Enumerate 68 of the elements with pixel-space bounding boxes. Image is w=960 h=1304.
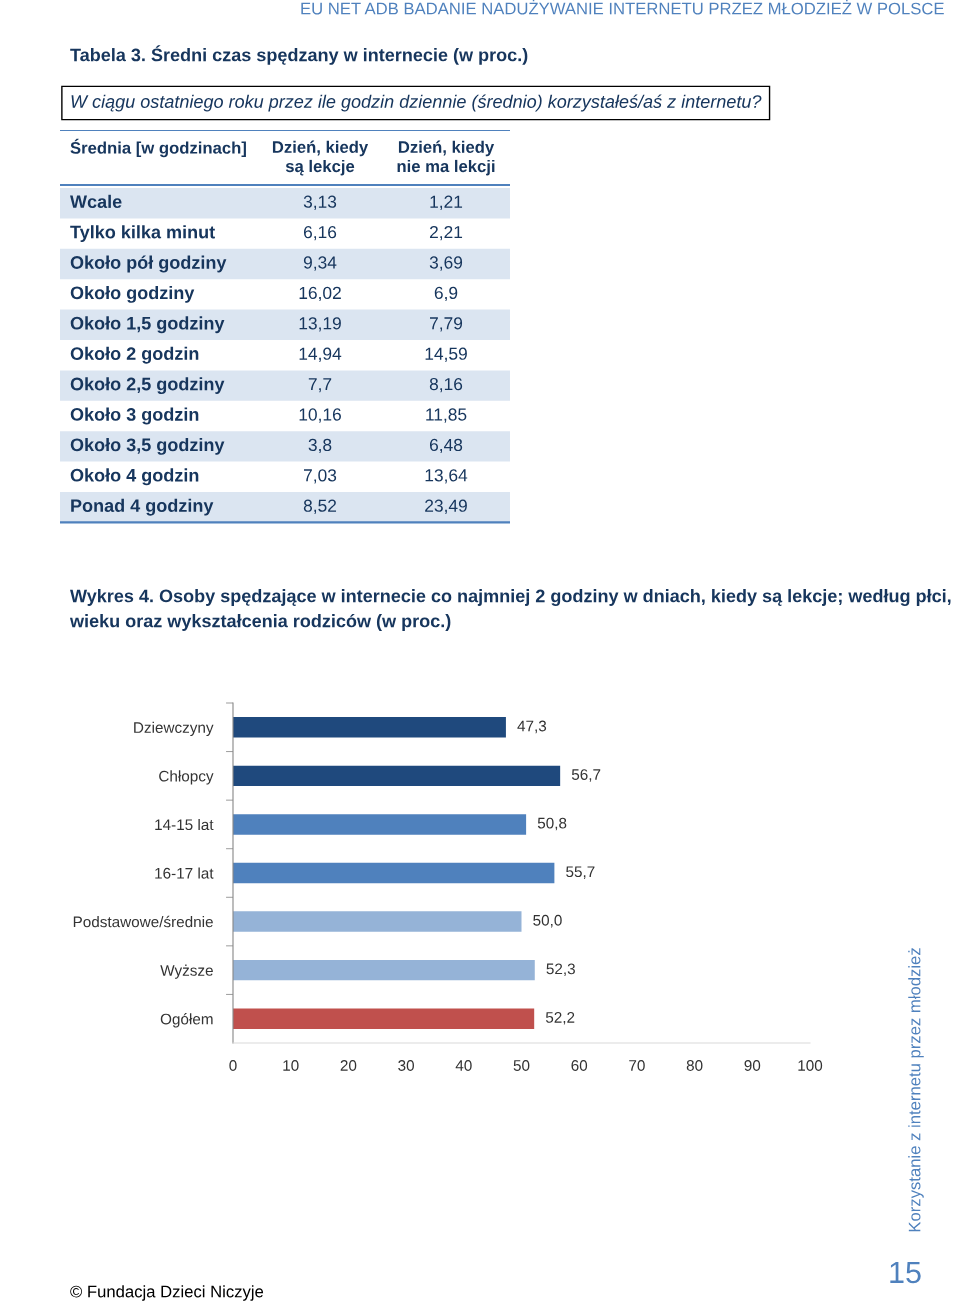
y-tick-label: 14-15 lat [155,818,214,831]
data-label: 50,8 [537,817,567,831]
data-label: 3,69 [429,256,463,271]
chart-title: Wykres 4. Osoby spędzające w internecie co najmniej 2 godziny w dniach, kiedy są lekcje; według płci, wieku oraz wykształcenia rodziców (w proc.) [69,589,951,631]
data-label: 52,2 [545,1012,575,1025]
data-label: 8,16 [429,377,463,393]
x-tick-label: 100 [798,1060,823,1071]
text: Korzystanie z internetu przez młodzież [908,948,924,1232]
category-label: Około 2 godzin [70,346,199,364]
data-label: 7,03 [304,469,337,484]
data-label: 1,21 [430,195,463,210]
y-tick-label: Ogółem [160,1013,213,1028]
data-label: 11,85 [426,408,467,423]
x-tick-label: 30 [398,1060,414,1071]
data-label: 7,7 [308,378,332,393]
category-label: Około 2,5 godziny [70,377,225,395]
data-label: 50,0 [533,914,562,928]
data-label: 6,48 [429,438,463,454]
category-label: Około 4 godzin [70,468,199,486]
data-label: 7,79 [430,317,463,332]
data-label: 8,52 [303,499,337,514]
x-tick-label: 10 [283,1060,299,1071]
data-label: 13,19 [299,317,341,332]
text: Dzień, kiedy nie ma lekcji [397,140,495,176]
text: Tabela 3. Średni czas spędzany w internecie (w proc.) [70,45,528,65]
x-tick-label: 50 [513,1060,530,1071]
series-label: Dzień, kiedy są lekcje [272,140,369,176]
data-label: 14,59 [425,347,467,362]
data-label: 52,3 [546,963,575,977]
x-tick-label: 90 [744,1060,761,1071]
data-label: 13,64 [425,469,468,484]
x-tick-label: 80 [686,1060,703,1071]
data-label: 56,7 [571,769,601,782]
text: W ciągu ostatniego roku przez ile godzin dziennie (średnio) korzystałeś/aś z internetu? [71,94,762,112]
text: © Fundacja Dzieci Niczyje [70,1285,264,1301]
x-tick-label: 40 [455,1060,472,1071]
x-tick-label: 20 [340,1060,357,1071]
data-label: 10,16 [299,408,341,423]
data-label: 3,8 [308,438,332,454]
data-label: 47,3 [517,720,547,734]
text: 15 [890,1261,921,1284]
category-label: Tylko kilka minut [70,225,215,243]
category-label: Około 3 godzin [70,407,199,425]
x-tick-label: 70 [629,1060,645,1071]
category-label: Około 1,5 godziny [70,316,225,334]
data-label: 3,13 [303,195,337,210]
data-label: 6,9 [434,286,458,302]
y-tick-label: Chłopcy [159,770,214,785]
category-label: Wcale [70,194,122,209]
x-tick-label: 0 [229,1060,237,1071]
text: Średnia [w godzinach] [70,138,246,158]
data-label: 9,34 [303,256,337,271]
category-label: Około godziny [70,285,195,303]
data-label: 2,21 [429,225,463,241]
y-tick-label: Wyższe [160,964,213,979]
category-label: Około 3,5 godziny [70,437,225,455]
x-tick-label: 60 [571,1060,588,1071]
category-label: Ponad 4 godziny [71,498,214,516]
data-label: 14,94 [299,347,342,362]
y-tick-label: Podstawowe/średnie [73,915,213,928]
category-label: Około pół godziny [70,255,227,273]
data-label: 16,02 [299,286,341,302]
y-tick-label: Dziewczyny [134,721,214,736]
data-label: 55,7 [566,866,595,879]
data-label: 23,49 [425,499,467,514]
data-label: 6,16 [303,225,337,241]
text: EU NET ADB BADANIE NADUŻYWANIE INTERNETU PRZEZ MŁODZIEŻ W POLSCE [301,0,944,15]
y-tick-label: 16-17 lat [155,867,214,879]
